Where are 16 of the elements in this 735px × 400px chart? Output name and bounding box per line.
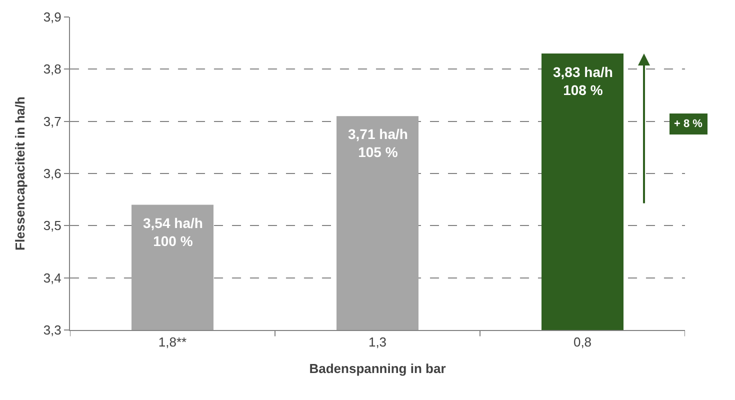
x-tick-label: 1,8** — [158, 334, 187, 350]
annotation: + 8 % — [674, 118, 703, 130]
data-label: 3,54 ha/h 100 % — [143, 215, 203, 250]
y-tick-label: 3,3 — [43, 322, 62, 338]
y-tick-label: 3,9 — [43, 10, 62, 25]
data-label: 3,71 ha/h 105 % — [348, 126, 408, 160]
x-tick-label: 1,3 — [368, 334, 387, 350]
data-label: 3,83 ha/h 108 % — [553, 64, 613, 98]
y-tick-label: 3,5 — [43, 218, 62, 234]
y-tick-label: 3,7 — [43, 114, 62, 129]
x-axis-title: Badenspanning in bar — [309, 361, 446, 376]
y-tick-label: 3,8 — [43, 62, 62, 77]
y-tick-label: 3,4 — [43, 270, 62, 286]
x-tick-label: 0,8 — [573, 334, 592, 350]
y-tick-label: 3,6 — [43, 166, 62, 182]
y-axis-title: Flessencapaciteit in ha/h — [12, 96, 28, 250]
